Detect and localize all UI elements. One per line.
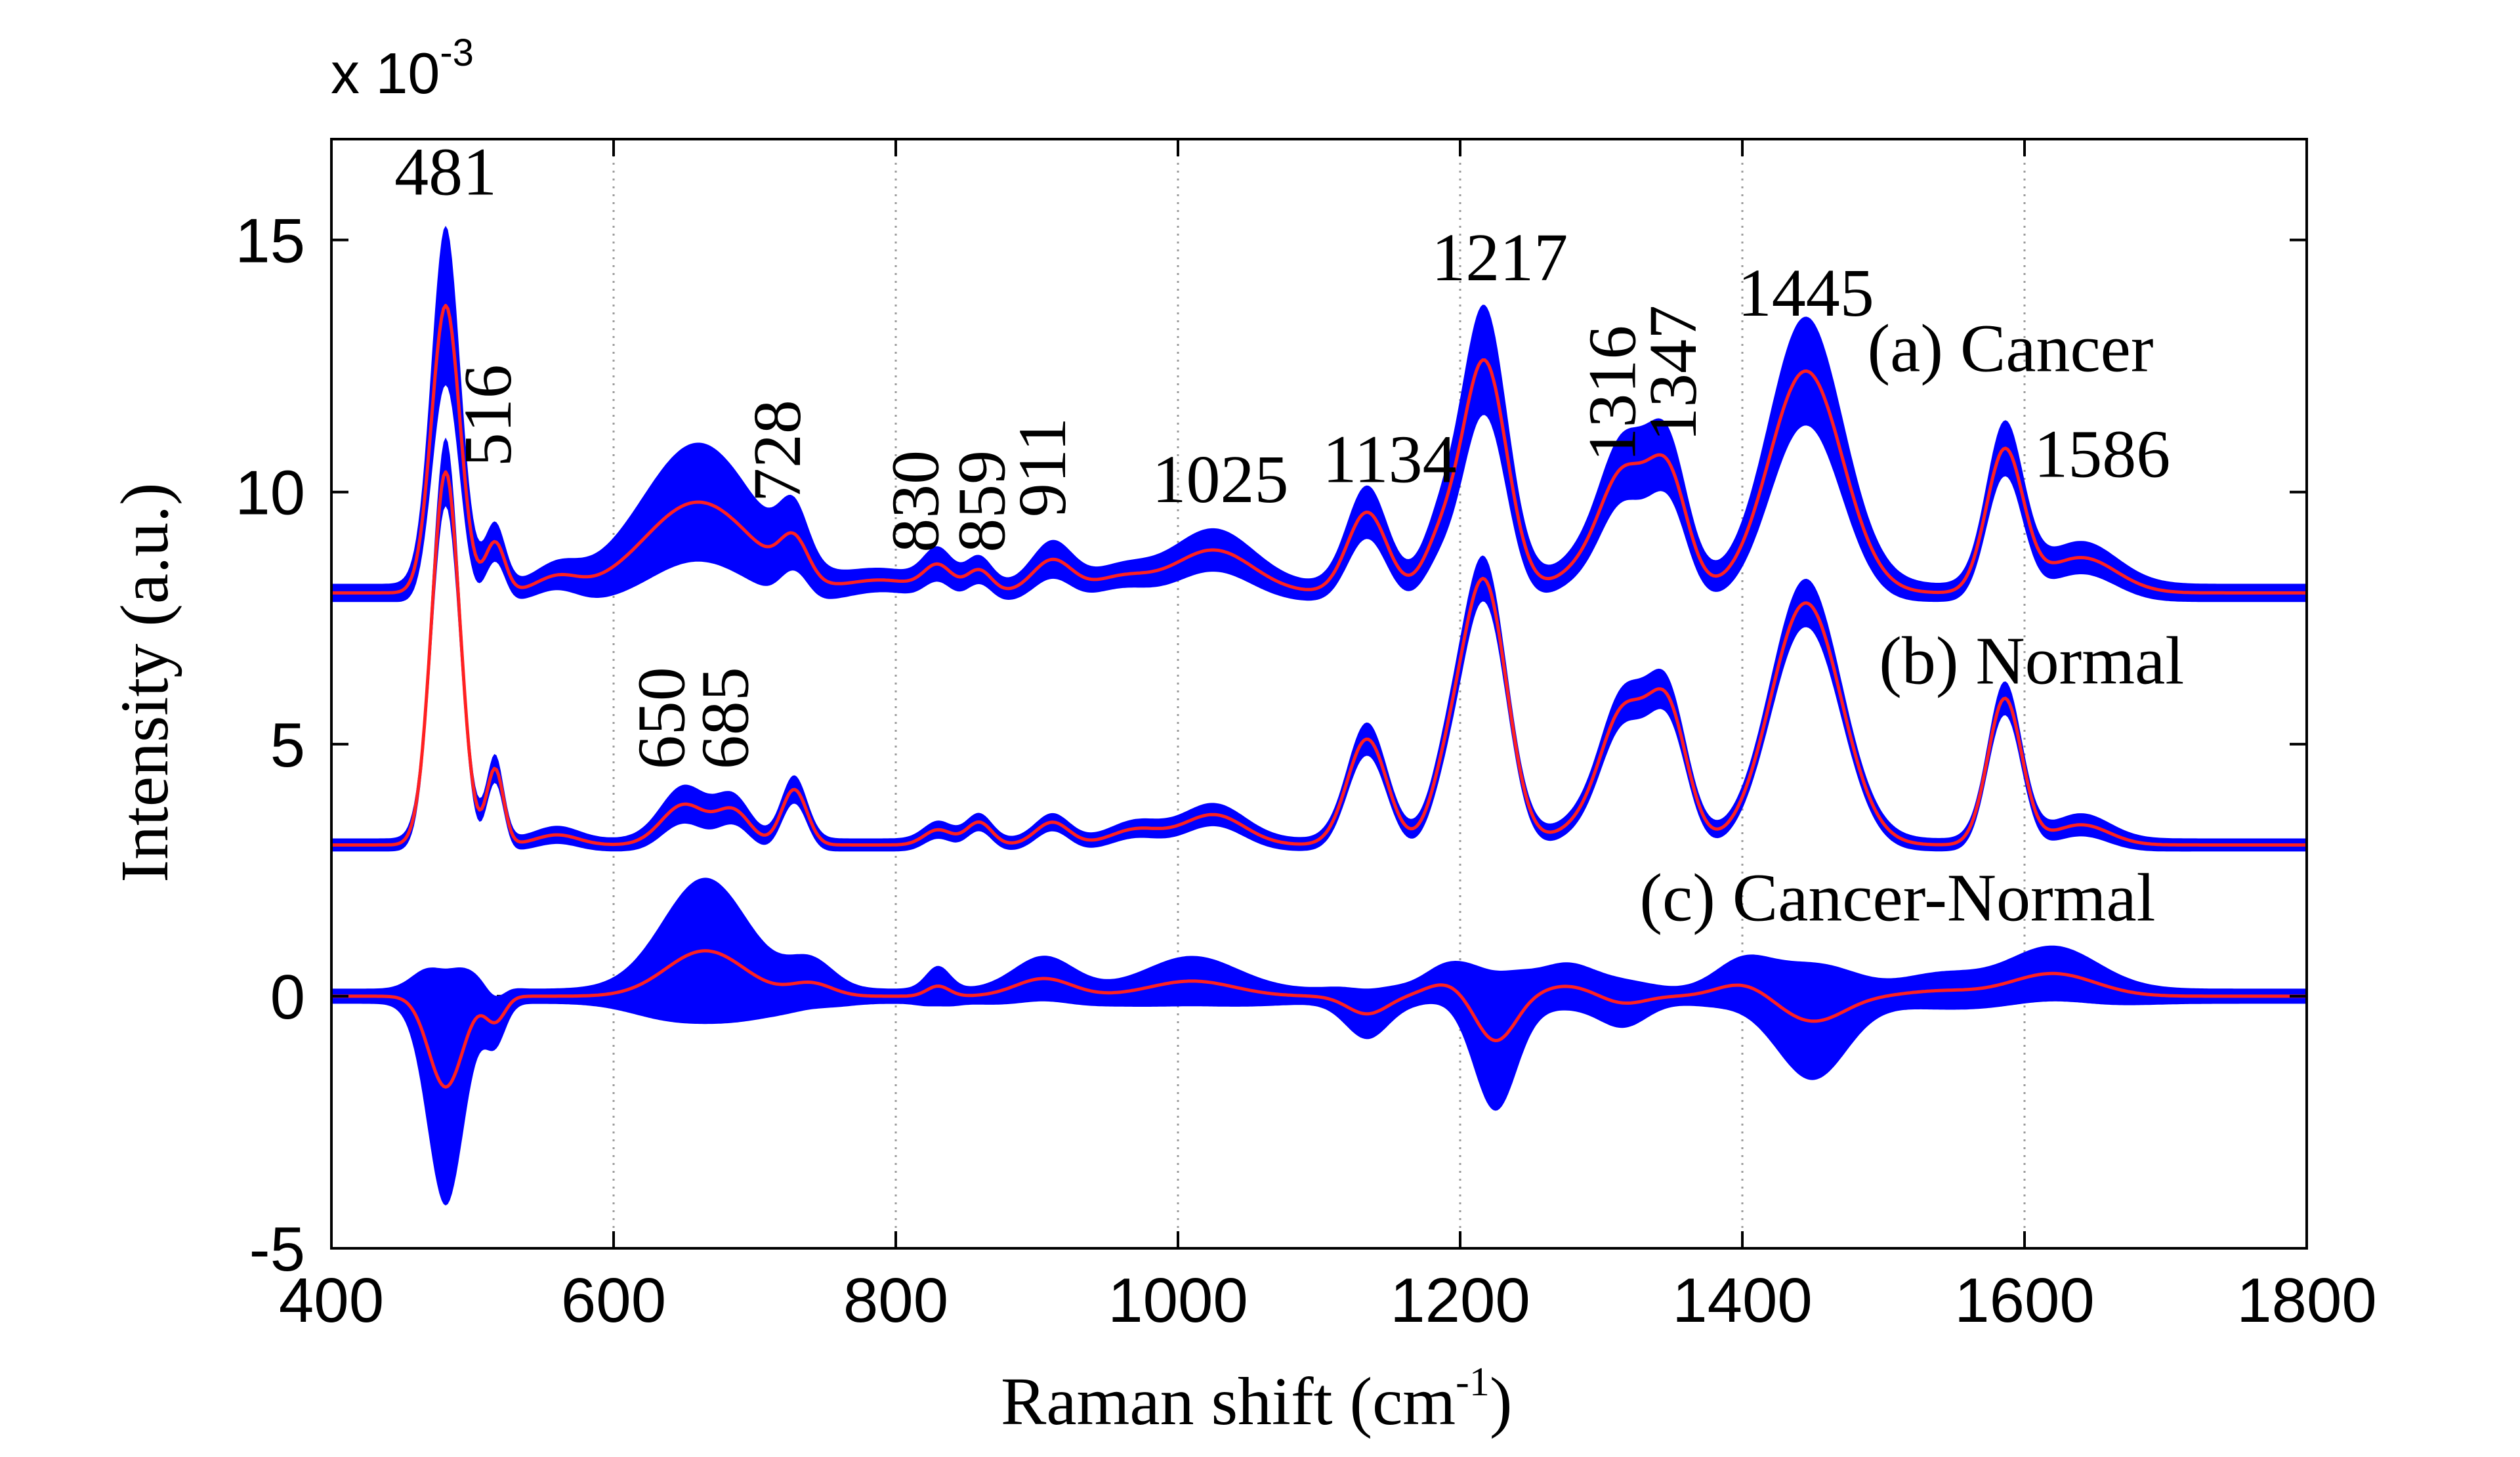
y-tick-labels: -5 0 5 10 15 xyxy=(235,206,305,1284)
peak-label: 1347 xyxy=(1635,305,1711,442)
peak-label: 1316 xyxy=(1575,326,1650,462)
series-mean-line-2 xyxy=(331,949,2306,1089)
series-layer xyxy=(331,226,2306,1206)
x-tick-label: 1400 xyxy=(1672,1265,1813,1336)
peak-label: 1445 xyxy=(1738,255,1874,331)
series-band-0 xyxy=(331,226,2306,602)
peak-label: 650 xyxy=(624,667,700,769)
x-tick-label: 400 xyxy=(279,1265,384,1336)
x-tick-label: 1800 xyxy=(2236,1265,2377,1336)
tick-marks xyxy=(330,139,2308,1250)
peak-label: 1217 xyxy=(1431,220,1568,295)
y-tick-label: 10 xyxy=(235,458,305,528)
peak-label: 830 xyxy=(878,450,954,553)
peak-label: 728 xyxy=(740,400,815,502)
peak-label: 859 xyxy=(944,450,1020,553)
peak-label: 516 xyxy=(450,364,526,467)
peak-label: 911 xyxy=(1005,417,1080,517)
x-tick-label: 600 xyxy=(561,1265,666,1336)
y-multiplier: x 10-3 xyxy=(331,32,474,106)
y-tick-label: 15 xyxy=(235,206,305,276)
y-tick-label: 0 xyxy=(270,962,305,1032)
series-label: (a) Cancer xyxy=(1868,310,2154,386)
x-axis-label: Raman shift (cm-1) xyxy=(1001,1360,1512,1439)
x-tick-label: 1600 xyxy=(1954,1265,2095,1336)
peak-label: 1025 xyxy=(1152,442,1289,517)
series-mean-line-0 xyxy=(331,304,2306,595)
y-tick-label: -5 xyxy=(249,1214,305,1284)
peak-label: 1134 xyxy=(1322,421,1456,497)
x-tick-label: 800 xyxy=(843,1265,948,1336)
series-labels: (a) Cancer (b) Normal (c) Cancer-Normal xyxy=(1639,310,2184,935)
peak-label: 481 xyxy=(394,135,497,210)
series-mean-line-1 xyxy=(331,470,2306,847)
series-label: (c) Cancer-Normal xyxy=(1639,860,2155,936)
series-label: (b) Normal xyxy=(1879,623,2184,699)
peak-label: 1586 xyxy=(2034,417,2170,492)
y-axis-label: Intensity (a.u.) xyxy=(107,482,182,882)
x-tick-label: 1200 xyxy=(1390,1265,1530,1336)
y-tick-label: 5 xyxy=(270,710,305,780)
peak-label: 685 xyxy=(687,667,763,769)
x-tick-label: 1000 xyxy=(1108,1265,1248,1336)
plot-frame xyxy=(330,138,2308,1250)
x-tick-labels: 400 600 800 1000 1200 1400 1600 1800 xyxy=(279,1265,2377,1336)
